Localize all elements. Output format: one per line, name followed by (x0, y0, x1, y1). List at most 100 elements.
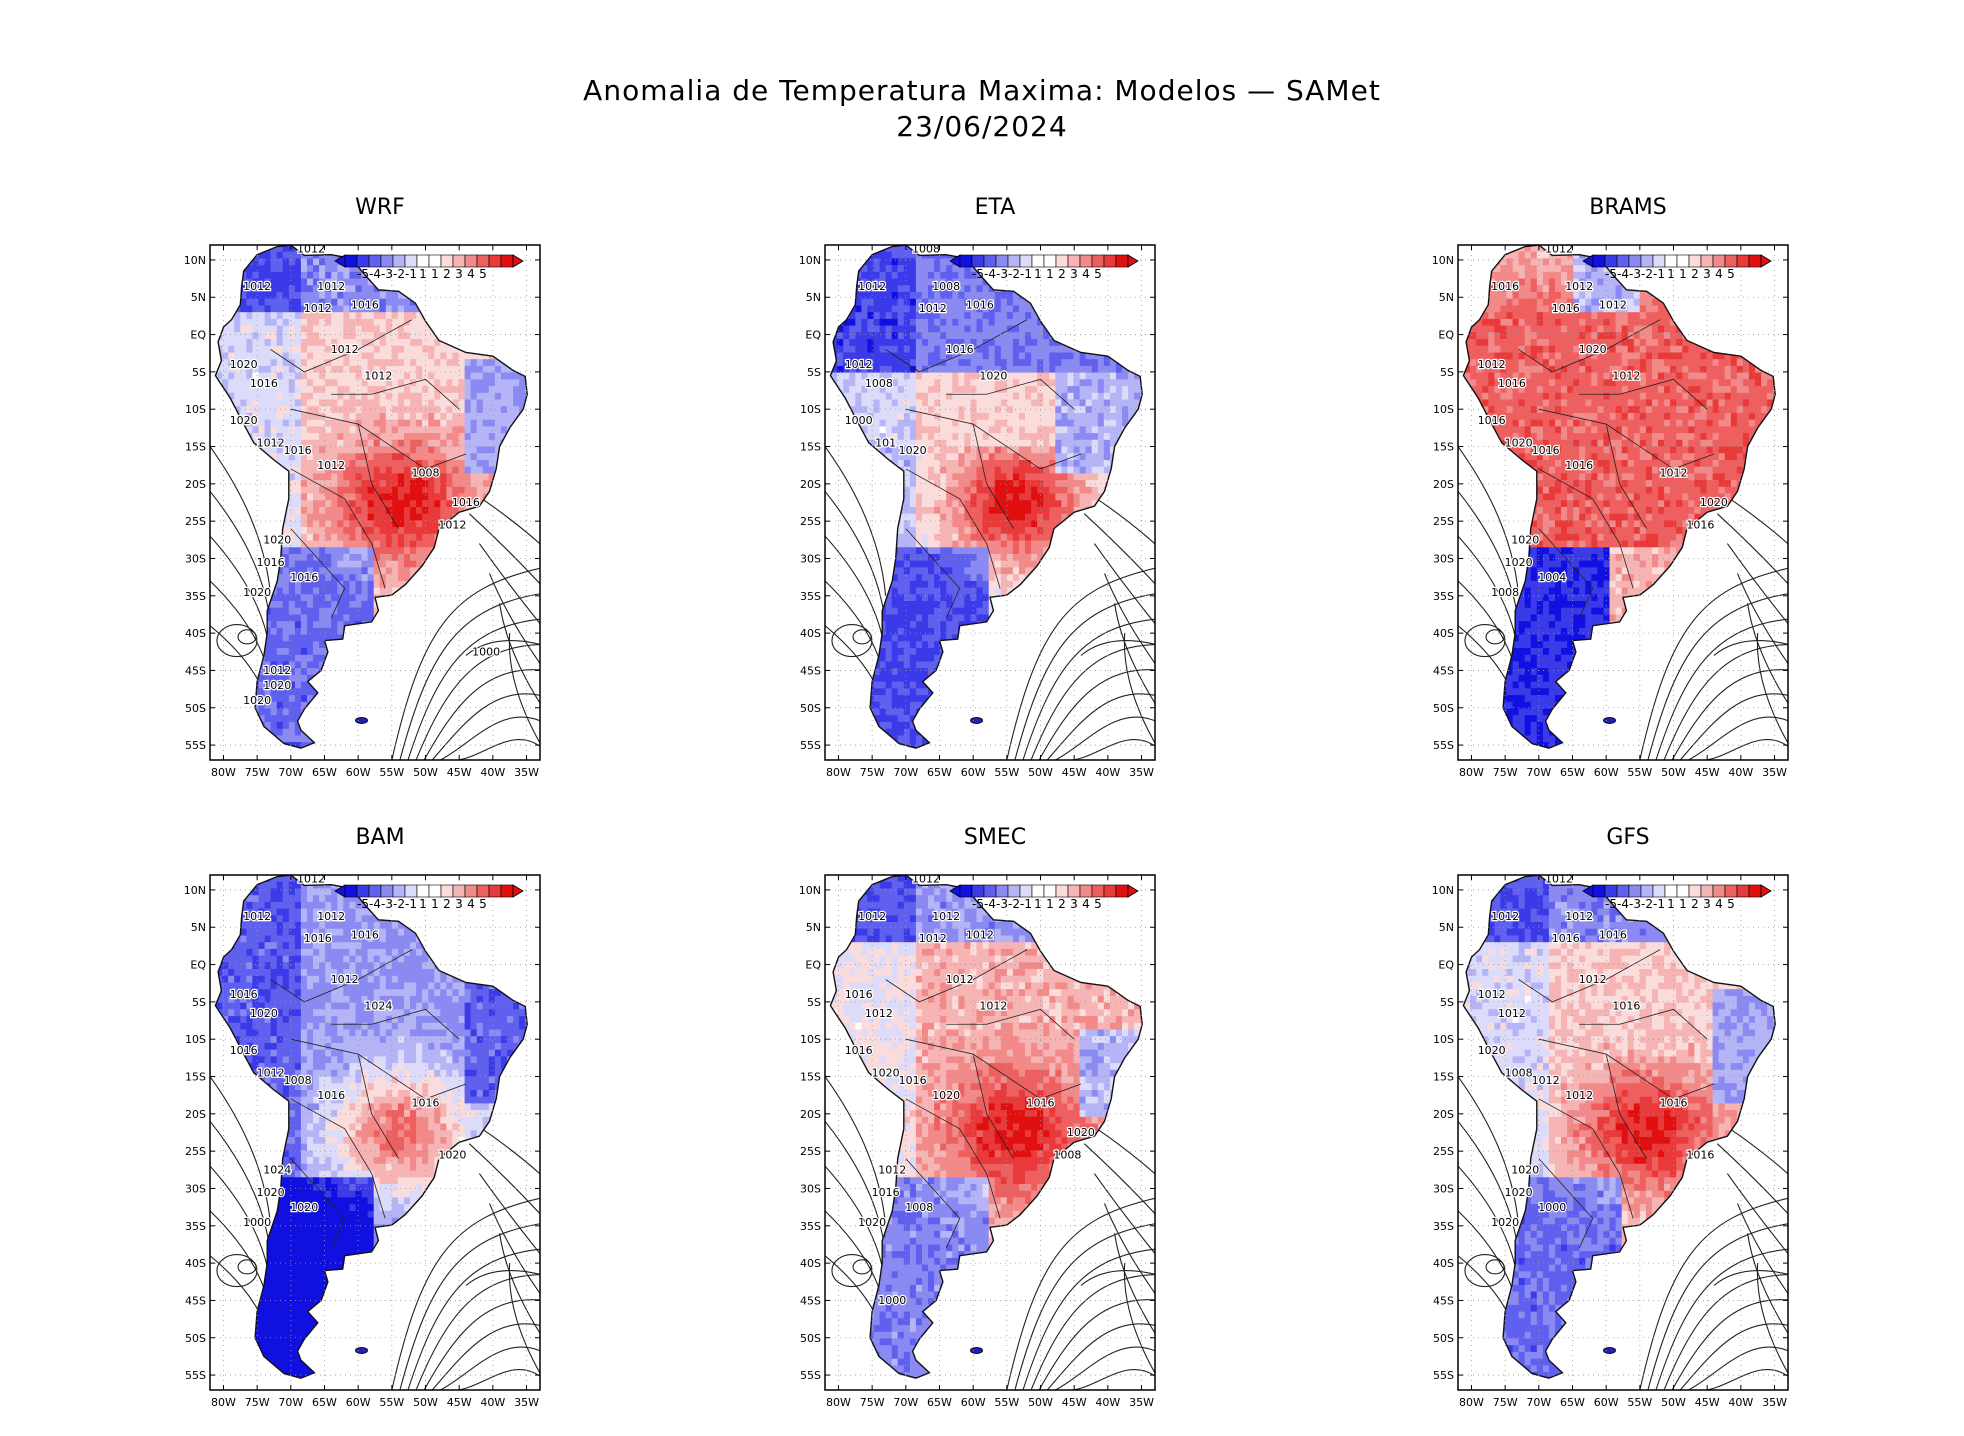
contour-label: 1024 (364, 999, 392, 1012)
contour-label: 1016 (1027, 1096, 1055, 1109)
contour-label: 1016 (230, 1044, 258, 1057)
lon-tick-label: 55W (379, 1396, 404, 1409)
colorbar-swatch (464, 884, 478, 898)
colorbar-label: 1 (1046, 897, 1054, 911)
lon-tick-label: 80W (826, 766, 851, 779)
lat-tick-label: EQ (1438, 329, 1454, 342)
colorbar-label: 2 (1058, 897, 1066, 911)
contour-label: 101 (875, 437, 896, 450)
contour-label: 1012 (1660, 466, 1688, 479)
colorbar-label: 1 (431, 897, 439, 911)
pressure-contours (825, 446, 1155, 760)
contour-label: 1020 (1478, 1044, 1506, 1057)
contour-label: 1016 (250, 377, 278, 390)
contour-label: 1012 (1532, 1074, 1560, 1087)
contour-label: 1016 (1565, 459, 1593, 472)
lat-tick-label: 50S (185, 1332, 206, 1345)
contour-label: 1012 (257, 1067, 285, 1080)
contour-label: 1016 (290, 571, 318, 584)
contour-label: 1020 (1511, 534, 1539, 547)
contour-label: 1016 (899, 1074, 927, 1087)
lat-tick-label: 55S (800, 1369, 821, 1382)
lat-tick-label: 10N (184, 884, 206, 897)
colorbar-label: 2 (443, 267, 451, 281)
lat-tick-label: 20S (800, 1108, 821, 1121)
lat-tick-label: 35S (1433, 1220, 1454, 1233)
lat-tick-label: 15S (1433, 1071, 1454, 1084)
colorbar-swatch (440, 884, 454, 898)
colorbar-label: -5 (972, 897, 984, 911)
lat-tick-label: 45S (185, 1294, 206, 1307)
colorbar-swatch (368, 884, 382, 898)
colorbar-label: 4 (1082, 897, 1090, 911)
panel-title: SMEC (785, 825, 1205, 850)
map-frame (824, 244, 1156, 761)
colorbar-label: -1 (1653, 897, 1665, 911)
falklands (355, 716, 369, 724)
lon-tick-label: 40W (1728, 1396, 1753, 1409)
lat-tick-label: 15S (800, 1071, 821, 1084)
contour-label: 1012 (966, 928, 994, 941)
contour-label: 1012 (364, 369, 392, 382)
colorbar-swatch (1616, 254, 1630, 268)
lon-tick-label: 75W (245, 766, 270, 779)
lat-tick-label: 45S (800, 664, 821, 677)
contour-label: 1016 (1491, 280, 1519, 293)
colorbar-label: 4 (467, 897, 475, 911)
contour-label: 1020 (243, 694, 271, 707)
colorbar-swatch (440, 254, 454, 268)
contour-label: 1012 (946, 973, 974, 986)
lon-tick-label: 75W (860, 1396, 885, 1409)
colorbar: -5 -4 -3 -2 -1 1 1 2 3 4 5 (1582, 884, 1772, 911)
colorbar-swatch (971, 254, 985, 268)
coastline (1462, 244, 1776, 749)
lat-tick-label: 20S (1433, 1108, 1454, 1121)
contour-label: 1016 (1686, 1149, 1714, 1162)
colorbar-swatch (1043, 884, 1057, 898)
coastline (214, 244, 528, 749)
colorbar-swatch (1604, 884, 1618, 898)
contour-label: 1016 (230, 988, 258, 1001)
lat-tick-label: 15S (185, 441, 206, 454)
lat-tick-label: 10N (799, 254, 821, 267)
contour-label: 1000 (878, 1294, 906, 1307)
map-smec: 1012 1012 1012 1012 1012 1012 1016 1012 1012 1016… (799, 871, 1156, 1409)
lat-tick-label: 20S (185, 1108, 206, 1121)
lat-tick-label: 50S (185, 702, 206, 715)
colorbar-label: -2 (393, 267, 405, 281)
contour-label: 1020 (1505, 556, 1533, 569)
lon-tick-label: 80W (1459, 766, 1484, 779)
colorbar-label: 5 (1727, 267, 1735, 281)
contour-label: 1012 (979, 999, 1007, 1012)
lon-tick-label: 40W (1728, 766, 1753, 779)
contour-label: 1012 (932, 910, 960, 923)
colorbar-label: -1 (1020, 897, 1032, 911)
contour-label: 1008 (412, 466, 440, 479)
colorbar-label: -4 (984, 267, 996, 281)
lat-tick-label: 55S (1433, 1369, 1454, 1382)
lon-tick-label: 75W (860, 766, 885, 779)
figure-date: 23/06/2024 (0, 110, 1964, 143)
lon-tick-label: 40W (1095, 766, 1120, 779)
colorbar-swatch (404, 884, 418, 898)
lon-tick-label: 55W (379, 766, 404, 779)
colorbar-label: -5 (357, 897, 369, 911)
panel-title: WRF (170, 195, 590, 220)
lat-tick-label: 5N (1439, 291, 1454, 304)
colorbar-swatch (983, 254, 997, 268)
coastline (1462, 874, 1776, 1379)
panel-title: ETA (785, 195, 1205, 220)
grid (1458, 245, 1788, 760)
contour-label: 1016 (1532, 444, 1560, 457)
lon-tick-label: 65W (927, 766, 952, 779)
contour-label: 1000 (1538, 1201, 1566, 1214)
colorbar-label: 3 (455, 897, 463, 911)
map-frame (209, 874, 541, 1391)
colorbar-swatch (995, 254, 1009, 268)
contour-label: 1016 (1552, 932, 1580, 945)
lat-tick-label: 30S (800, 1182, 821, 1195)
lat-tick-label: 5S (192, 366, 206, 379)
contour-label: 1012 (243, 910, 271, 923)
